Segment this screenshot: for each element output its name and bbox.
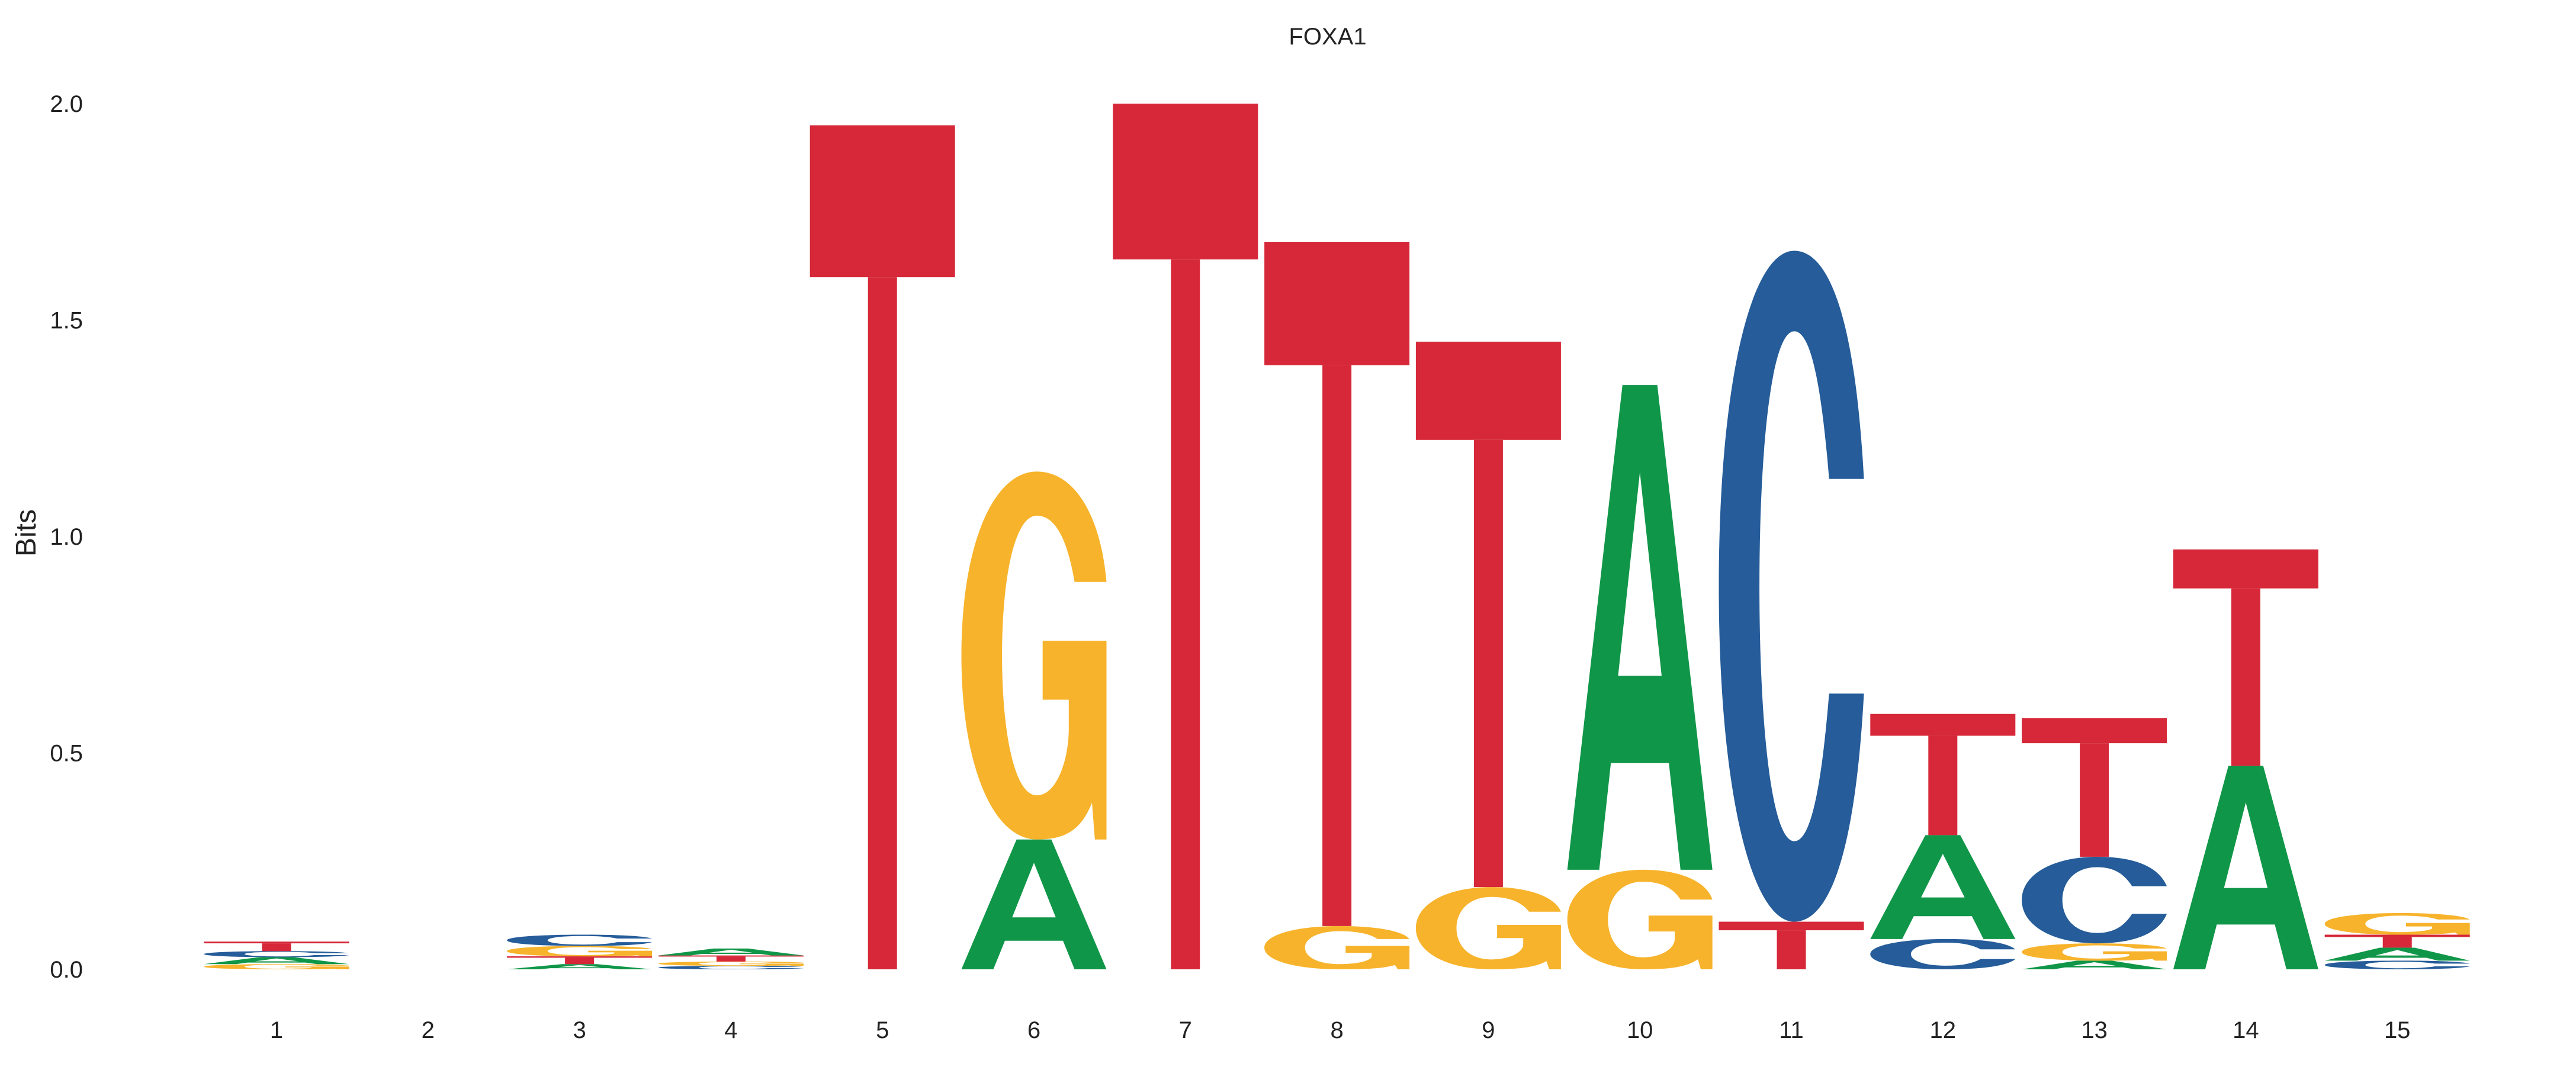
x-tick-label: 12 — [1930, 1017, 1957, 1043]
y-axis-ticks: 0.0 0.5 1.0 1.5 2.0 — [50, 91, 83, 983]
letter-a-mark — [1568, 385, 1713, 870]
letter-g-mark — [507, 946, 652, 957]
logo-column-14 — [2173, 549, 2318, 969]
letter-g-mark — [2325, 913, 2470, 935]
y-tick-label: 1.5 — [50, 308, 83, 334]
logo-column-7 — [1113, 104, 1258, 969]
letter-t-mark — [1416, 342, 1561, 887]
letter-c-mark — [1870, 939, 2015, 969]
x-tick-label: 11 — [1779, 1017, 1804, 1043]
x-tick-label: 3 — [573, 1017, 586, 1043]
letter-t-mark — [1719, 922, 1864, 969]
logo-column-5 — [810, 126, 955, 969]
x-tick-label: 2 — [422, 1017, 435, 1043]
x-tick-label: 7 — [1179, 1017, 1192, 1043]
logo-column-11 — [1719, 251, 1864, 969]
letter-g-mark — [1568, 870, 1713, 969]
letter-a-mark — [507, 964, 652, 969]
letter-c-mark — [2022, 857, 2167, 943]
logo-column-9 — [1416, 342, 1561, 969]
letter-g-mark — [659, 962, 804, 966]
letter-a-mark — [962, 840, 1107, 969]
letter-g-mark — [204, 964, 349, 969]
x-axis-ticks: 1 2 3 4 5 6 7 8 9 10 11 12 13 14 15 — [270, 1017, 2411, 1043]
letter-a-mark — [1870, 835, 2015, 939]
letter-c-mark — [2325, 960, 2470, 969]
y-tick-label: 0.5 — [50, 741, 83, 767]
logo-column-8 — [1264, 242, 1409, 969]
x-tick-label: 8 — [1330, 1017, 1343, 1043]
letter-t-mark — [2022, 718, 2167, 857]
logo-column-12 — [1870, 714, 2015, 969]
letter-t-mark — [810, 126, 955, 969]
letter-g-mark — [962, 471, 1107, 839]
x-tick-label: 9 — [1482, 1017, 1495, 1043]
letter-c-mark — [659, 966, 804, 969]
letter-t-mark — [507, 956, 652, 964]
chart-title: FOXA1 — [1289, 24, 1366, 50]
x-tick-label: 5 — [876, 1017, 889, 1043]
letter-g-mark — [1416, 887, 1561, 969]
logo-column-6 — [962, 471, 1107, 969]
letter-t-mark — [1264, 242, 1409, 926]
x-tick-label: 10 — [1627, 1017, 1653, 1043]
letter-t-mark — [1113, 104, 1258, 969]
logo-column-1 — [204, 941, 349, 969]
y-tick-label: 1.0 — [50, 524, 83, 550]
logo-column-3 — [507, 935, 652, 969]
x-tick-label: 15 — [2384, 1017, 2411, 1043]
logo-column-10 — [1568, 385, 1713, 969]
x-tick-label: 14 — [2233, 1017, 2259, 1043]
letter-a-mark — [2022, 960, 2167, 969]
logo-column-13 — [2022, 718, 2167, 969]
logo-column-4 — [659, 949, 804, 969]
letter-a-mark — [2173, 766, 2318, 969]
letter-t-mark — [659, 956, 804, 962]
letter-a-mark — [659, 949, 804, 956]
letter-a-mark — [2325, 947, 2470, 960]
y-tick-label: 0.0 — [50, 957, 83, 983]
x-tick-label: 1 — [270, 1017, 283, 1043]
letter-a-mark — [204, 957, 349, 965]
letter-t-mark — [2173, 549, 2318, 766]
letter-t-mark — [2325, 935, 2470, 948]
letter-t-mark — [204, 941, 349, 951]
letter-t-mark — [1870, 714, 2015, 835]
letter-c-mark — [1719, 251, 1864, 922]
letter-g-mark — [2022, 943, 2167, 960]
y-tick-label: 2.0 — [50, 91, 83, 117]
x-tick-label: 13 — [2081, 1017, 2108, 1043]
letter-c-mark — [507, 935, 652, 946]
x-tick-label: 6 — [1027, 1017, 1040, 1043]
logo-column-15 — [2325, 913, 2470, 969]
y-axis-label: Bits — [11, 509, 42, 557]
letter-c-mark — [204, 951, 349, 957]
logo-stacks — [204, 104, 2470, 969]
letter-g-mark — [1264, 926, 1409, 969]
x-tick-label: 4 — [724, 1017, 737, 1043]
